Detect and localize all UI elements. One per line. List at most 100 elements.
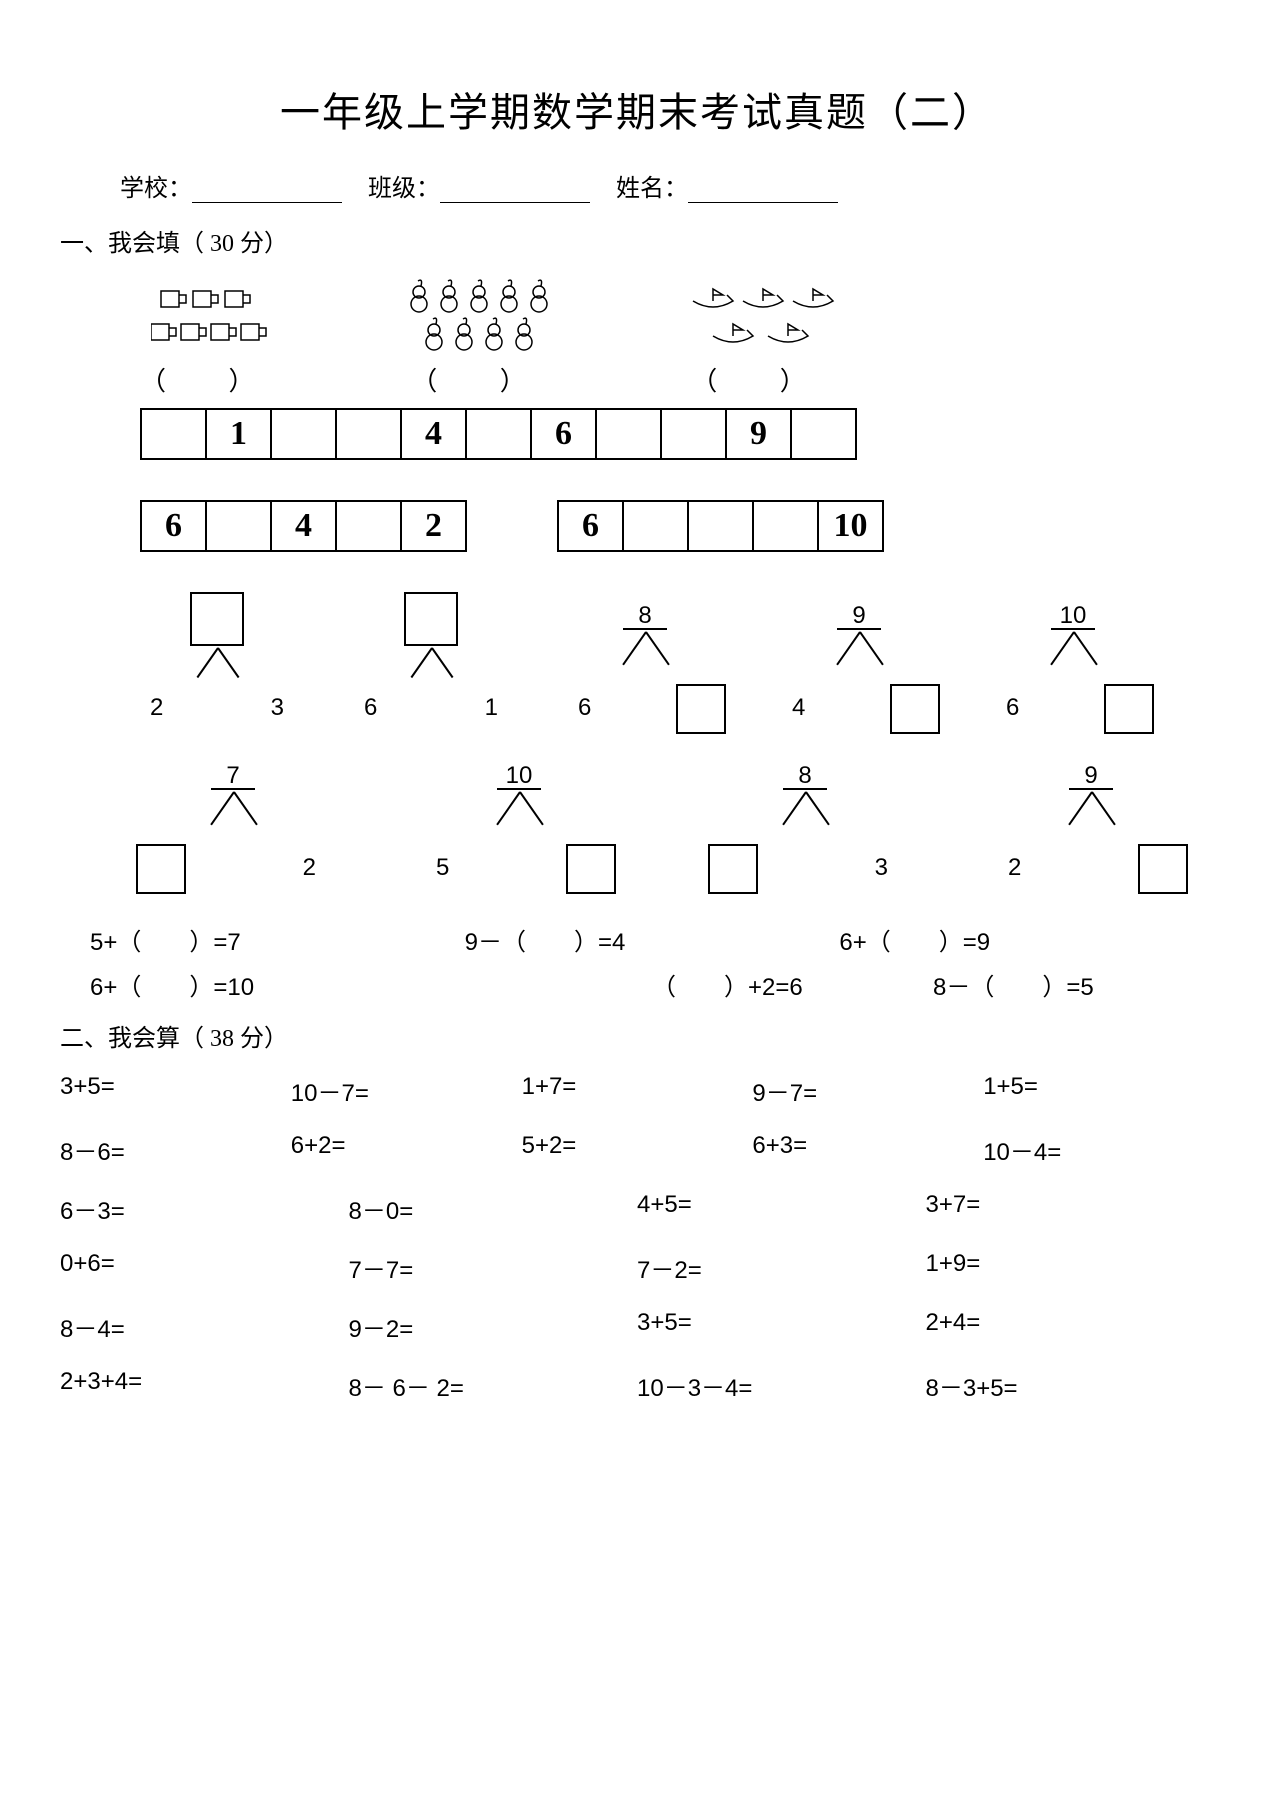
number-bond: 61	[324, 602, 538, 732]
bonds-row-2: 72 105 83 92	[110, 762, 1214, 892]
calc-row: 8－6=6+2=5+2=6+3=10－4=	[60, 1132, 1214, 1167]
fill-eq[interactable]	[371, 967, 652, 1002]
bond-left-number: 6	[578, 694, 591, 722]
number-cell[interactable]	[661, 409, 726, 459]
calc-problem[interactable]: 7－7=	[349, 1250, 638, 1285]
name-label: 姓名：	[616, 176, 688, 202]
number-cell[interactable]	[336, 409, 401, 459]
calc-problem[interactable]: 3+7=	[926, 1191, 1215, 1226]
count-group-boats: （ ）	[683, 278, 843, 398]
class-label: 班级：	[368, 176, 440, 202]
calc-problem[interactable]: 1+7=	[522, 1073, 753, 1108]
count-paren-1[interactable]: （ ）	[140, 361, 283, 398]
calc-problem[interactable]: 8－3+5=	[926, 1368, 1215, 1403]
calc-problem[interactable]: 1+9=	[926, 1250, 1215, 1285]
calc-problem[interactable]: 2+4=	[926, 1309, 1215, 1344]
bond-answer-box[interactable]	[136, 844, 186, 894]
fill-eq-row-1: 5+（ ）=7 9－（ ）=4 6+（ ）=9	[90, 922, 1214, 957]
bond-top-number: 8	[638, 602, 651, 630]
calc-problem[interactable]: 9－7=	[752, 1073, 983, 1108]
boats-icon	[683, 278, 843, 353]
calc-problem[interactable]: 8－0=	[349, 1191, 638, 1226]
calc-problem[interactable]: 10－7=	[291, 1073, 522, 1108]
number-cell: 9	[726, 409, 791, 459]
calc-problem[interactable]: 10－4=	[983, 1132, 1214, 1167]
fill-eq[interactable]: 6+（ ）=10	[90, 967, 371, 1002]
bonds-row-1: 23618694106	[110, 602, 1214, 732]
calc-problem[interactable]: 8－6=	[60, 1132, 291, 1167]
calc-row: 2+3+4=8－ 6－ 2=10－3－4=8－3+5=	[60, 1368, 1214, 1403]
count-group-gourds: （ ）	[403, 278, 563, 398]
number-cell[interactable]	[623, 501, 688, 551]
fill-eq[interactable]: 6+（ ）=9	[839, 922, 1214, 957]
fill-eq[interactable]: 8－（ ）=5	[933, 967, 1214, 1002]
bond-left-number: 6	[1006, 694, 1019, 722]
sequence-b: 610	[557, 500, 884, 552]
calc-problem[interactable]: 10－3－4=	[637, 1368, 926, 1403]
bond-answer-box[interactable]	[190, 592, 244, 646]
calc-problem[interactable]: 8－ 6－ 2=	[349, 1368, 638, 1403]
number-cell[interactable]	[141, 409, 206, 459]
bond-answer-box[interactable]	[404, 592, 458, 646]
fill-eq-row-2: 6+（ ）=10 （ ）+2=6 8－（ ）=5	[90, 967, 1214, 1002]
calc-problem[interactable]: 0+6=	[60, 1250, 349, 1285]
bond-left-number: 2	[150, 694, 163, 722]
calc-problem[interactable]: 2+3+4=	[60, 1368, 349, 1403]
number-cell[interactable]	[753, 501, 818, 551]
section-2-heading: 二、我会算（ 38 分）	[60, 1018, 1214, 1053]
number-bond: 92	[968, 762, 1214, 892]
calc-problem[interactable]: 6+2=	[291, 1132, 522, 1167]
calc-problem[interactable]: 3+5=	[60, 1073, 291, 1108]
number-bond: 23	[110, 602, 324, 732]
calc-problem[interactable]: 3+5=	[637, 1309, 926, 1344]
number-cell[interactable]	[791, 409, 856, 459]
bond-answer-box[interactable]	[1138, 844, 1188, 894]
calc-problem[interactable]: 5+2=	[522, 1132, 753, 1167]
bond-top-number: 9	[852, 602, 865, 630]
calc-problem[interactable]: 9－2=	[349, 1309, 638, 1344]
bond-left-number: 6	[364, 694, 377, 722]
number-cell[interactable]	[596, 409, 661, 459]
page-title: 一年级上学期数学期末考试真题（二）	[60, 80, 1214, 138]
bond-answer-box[interactable]	[890, 684, 940, 734]
number-cell: 4	[271, 501, 336, 551]
bond-right-number: 1	[485, 694, 498, 722]
calc-block-5col: 3+5=10－7=1+7=9－7=1+5=8－6=6+2=5+2=6+3=10－…	[60, 1073, 1214, 1167]
number-bond: 86	[538, 602, 752, 732]
number-bond: 72	[110, 762, 356, 892]
number-bond: 105	[396, 762, 642, 892]
bond-answer-box[interactable]	[708, 844, 758, 894]
bond-top-number: 9	[1084, 762, 1097, 790]
calc-problem[interactable]: 1+5=	[983, 1073, 1214, 1108]
calc-problem[interactable]: 8－4=	[60, 1309, 349, 1344]
school-blank[interactable]	[192, 181, 342, 203]
count-paren-2[interactable]: （ ）	[403, 361, 563, 398]
number-line-table: 1469	[140, 408, 857, 460]
number-cell[interactable]	[466, 409, 531, 459]
bond-answer-box[interactable]	[676, 684, 726, 734]
count-paren-3[interactable]: （ ）	[683, 361, 843, 398]
number-cell: 4	[401, 409, 466, 459]
calc-problem[interactable]: 7－2=	[637, 1250, 926, 1285]
number-bond: 83	[682, 762, 928, 892]
calc-problem[interactable]: 6－3=	[60, 1191, 349, 1226]
number-cell[interactable]	[271, 409, 336, 459]
calc-problem[interactable]: 6+3=	[752, 1132, 983, 1167]
sequence-row: 642 610	[140, 500, 1214, 552]
number-cell[interactable]	[688, 501, 753, 551]
school-label: 学校：	[120, 176, 192, 202]
bond-answer-box[interactable]	[1104, 684, 1154, 734]
calc-problem[interactable]: 4+5=	[637, 1191, 926, 1226]
number-cell[interactable]	[206, 501, 271, 551]
bond-left-number: 5	[436, 854, 449, 882]
class-blank[interactable]	[440, 181, 590, 203]
fill-eq[interactable]: 5+（ ）=7	[90, 922, 465, 957]
bond-left-number: 4	[792, 694, 805, 722]
fill-eq[interactable]: 9－（ ）=4	[465, 922, 840, 957]
name-blank[interactable]	[688, 181, 838, 203]
bond-answer-box[interactable]	[566, 844, 616, 894]
calc-row: 3+5=10－7=1+7=9－7=1+5=	[60, 1073, 1214, 1108]
number-cell[interactable]	[336, 501, 401, 551]
number-cell: 2	[401, 501, 466, 551]
fill-eq[interactable]: （ ）+2=6	[652, 967, 933, 1002]
